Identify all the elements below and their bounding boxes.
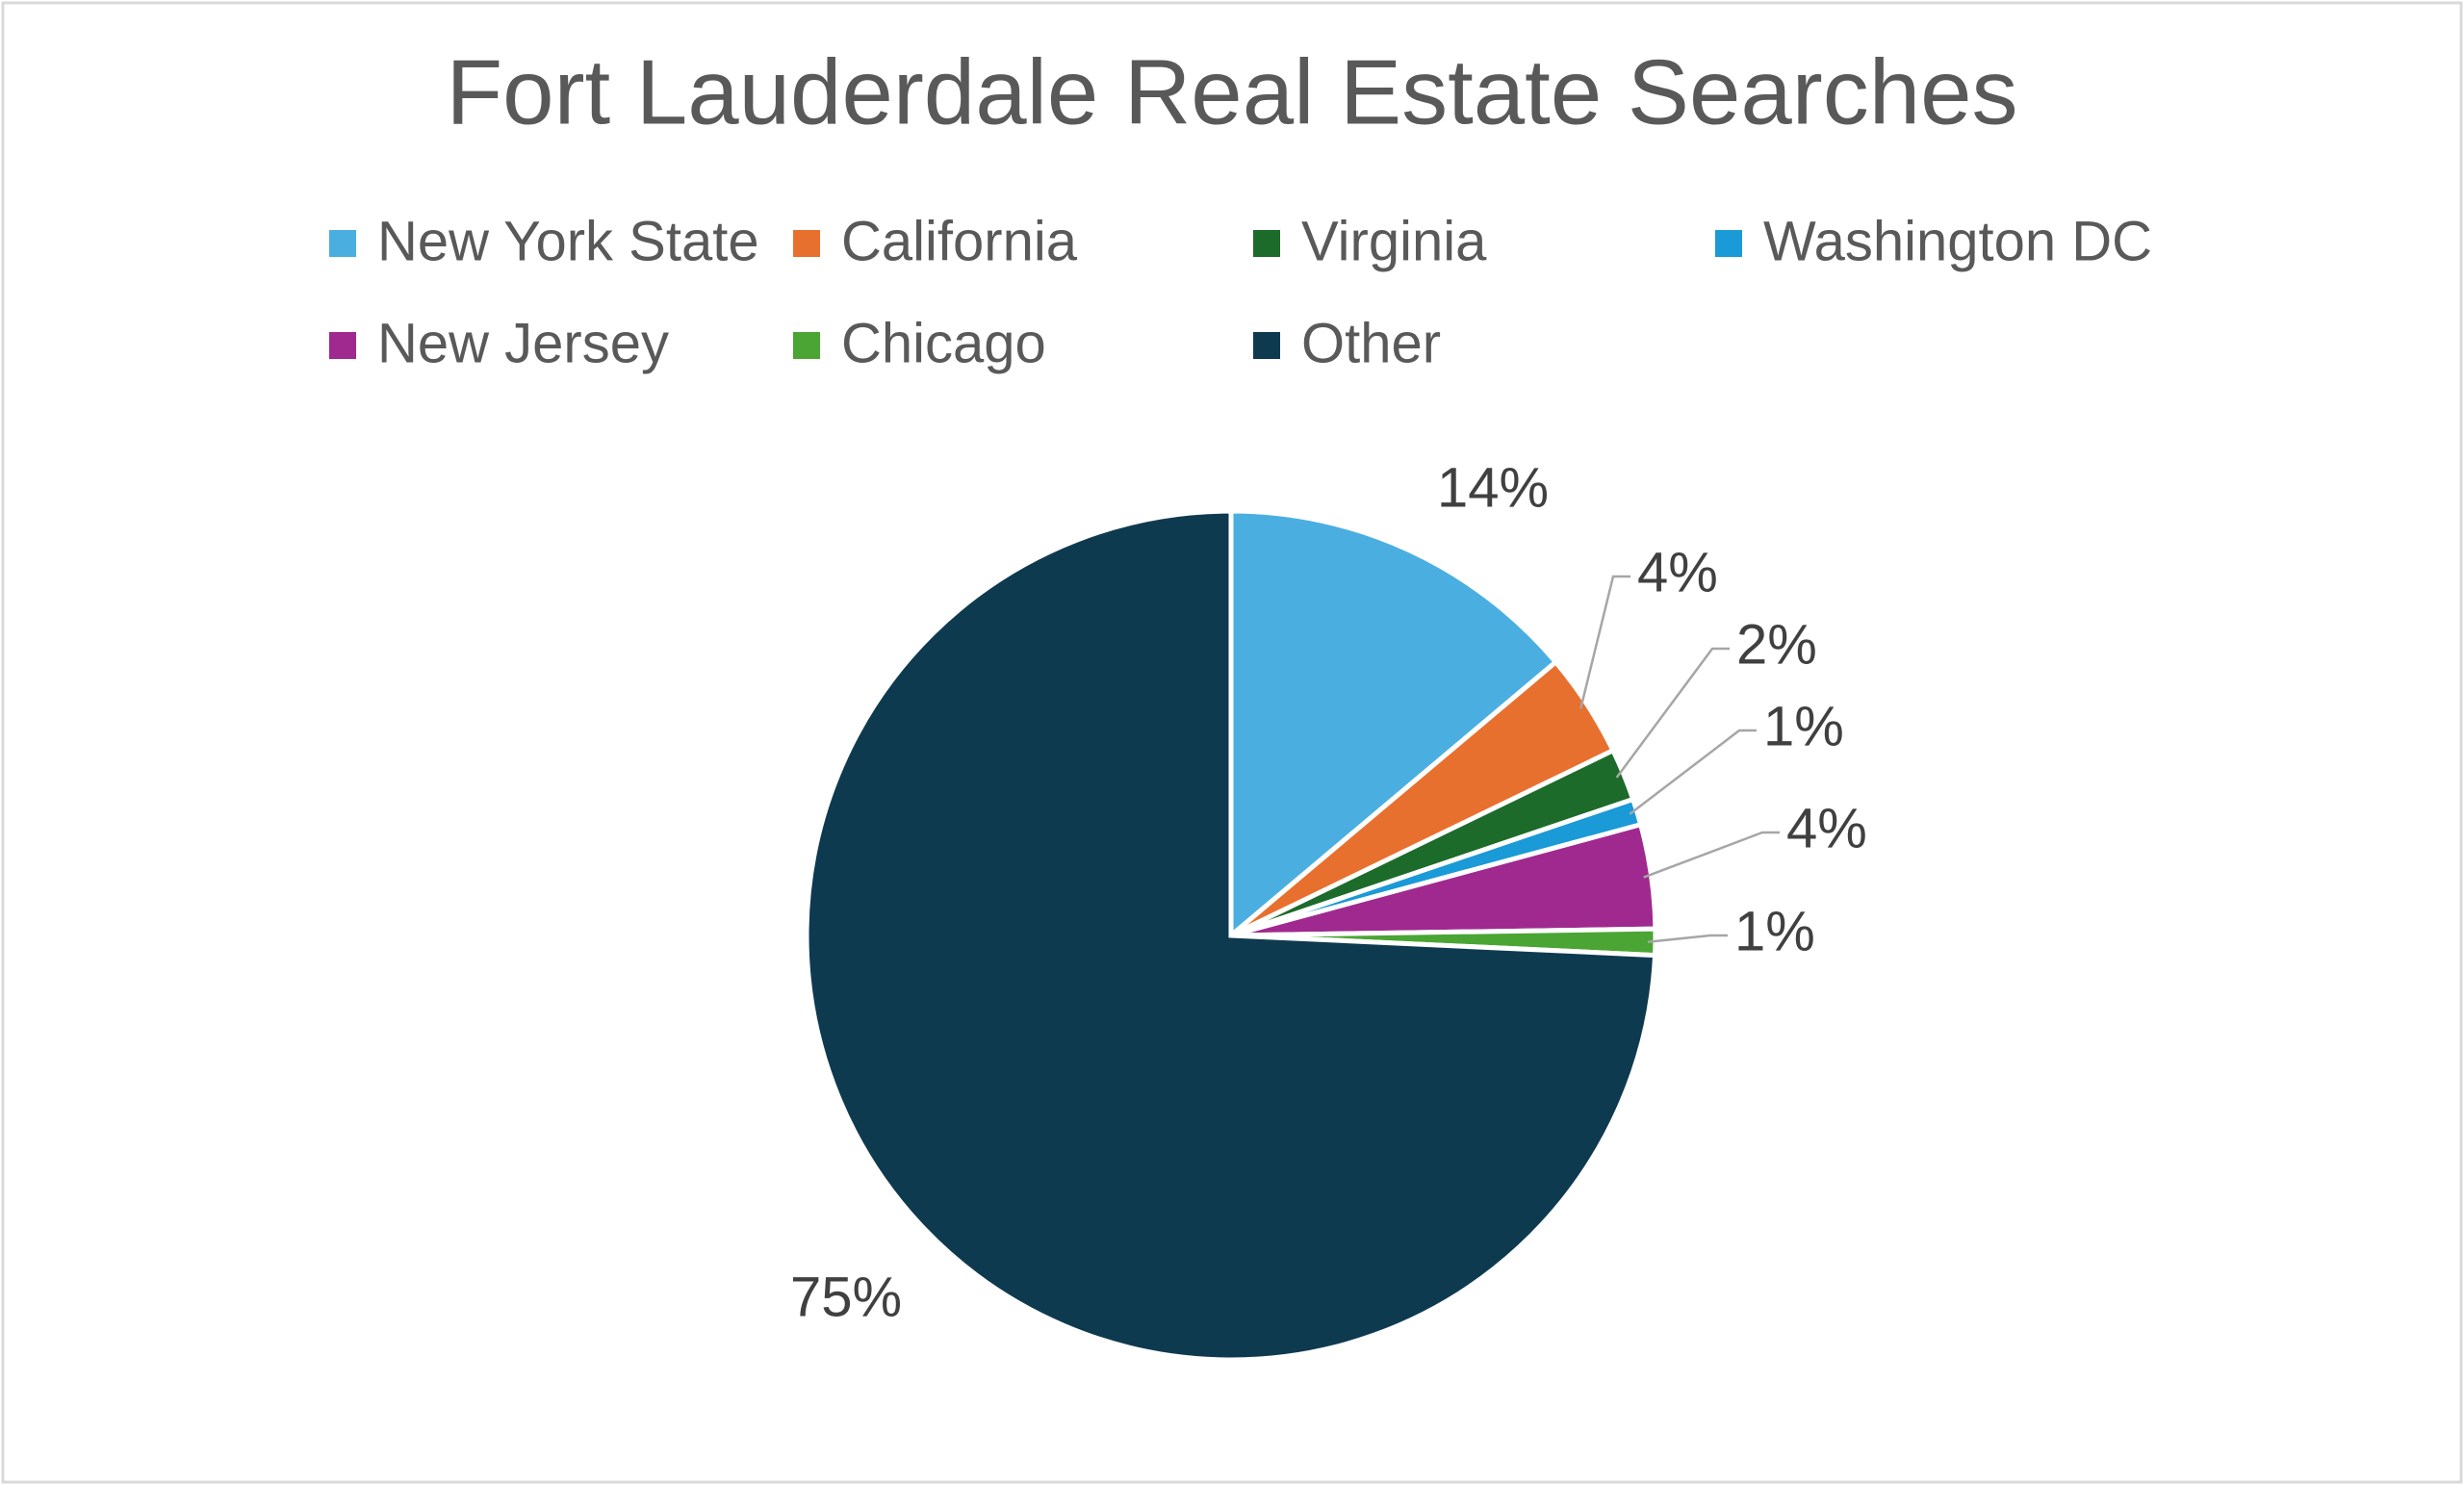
legend-swatch xyxy=(1253,230,1280,257)
pie-slice xyxy=(1228,508,1559,941)
legend-label: Washington DC xyxy=(1763,210,2152,272)
leader-line xyxy=(1615,647,1730,779)
legend-label: Virginia xyxy=(1301,210,1487,272)
legend-swatch xyxy=(329,332,356,359)
data-label: 4% xyxy=(1637,541,1718,603)
legend-swatch xyxy=(793,332,820,359)
legend-swatch xyxy=(1253,332,1280,359)
pie-slice xyxy=(804,508,1658,1363)
legend-swatch xyxy=(793,230,820,257)
leader-line xyxy=(1579,575,1630,709)
leader-line xyxy=(1647,934,1728,943)
legend-label: California xyxy=(841,210,1078,272)
data-label: 75% xyxy=(790,1266,902,1328)
data-label: 14% xyxy=(1437,456,1549,519)
legend-label: Chicago xyxy=(841,312,1046,374)
legend-swatch xyxy=(1715,230,1742,257)
legend-label: New York State xyxy=(377,210,759,272)
chart-title: Fort Lauderdale Real Estate Searches xyxy=(447,40,2018,143)
data-label: 2% xyxy=(1736,613,1817,676)
legend-label: Other xyxy=(1301,312,1441,374)
legend-swatch xyxy=(329,230,356,257)
leader-line xyxy=(1629,729,1757,815)
legend-label: New Jersey xyxy=(377,312,669,374)
data-label: 1% xyxy=(1763,695,1844,757)
data-label: 1% xyxy=(1734,900,1815,962)
data-label: 4% xyxy=(1786,797,1867,859)
leader-line xyxy=(1643,831,1780,879)
